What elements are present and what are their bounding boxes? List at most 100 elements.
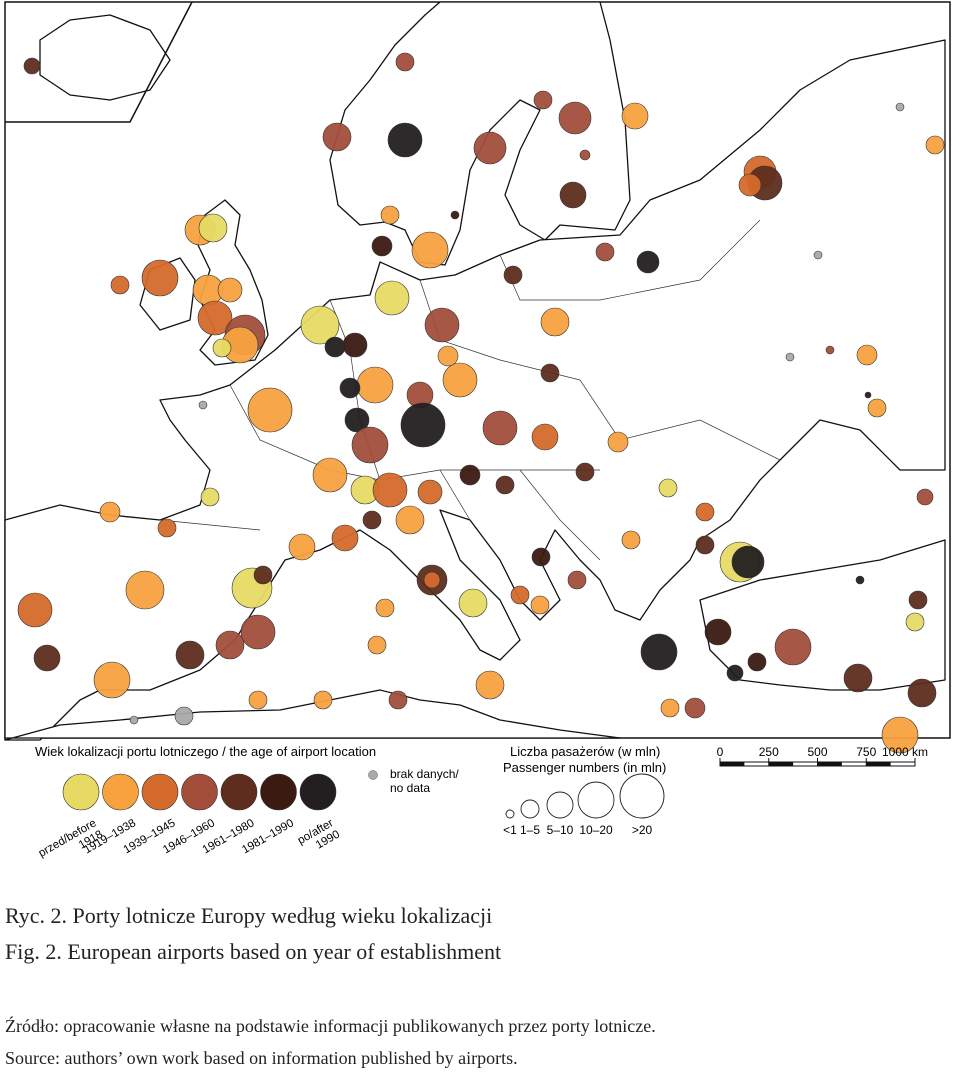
- airport: [856, 344, 878, 366]
- airport: [442, 362, 478, 398]
- legend-age-title: Wiek lokalizacji portu lotniczego / the …: [35, 744, 376, 759]
- airport: [17, 592, 53, 628]
- airport: [387, 122, 423, 158]
- passenger-symbol: [577, 781, 615, 819]
- airports: [17, 52, 945, 754]
- airport: [371, 235, 393, 257]
- iceland: [39, 14, 171, 101]
- airport: [157, 518, 177, 538]
- airport: [738, 173, 762, 197]
- airport: [322, 122, 352, 152]
- map: [4, 1, 951, 754]
- airport: [356, 366, 394, 404]
- airport: [395, 52, 415, 72]
- airport: [253, 565, 273, 585]
- airport: [288, 533, 316, 561]
- passenger-label: 1–5: [520, 823, 540, 837]
- airport: [905, 612, 925, 632]
- airport: [864, 391, 872, 399]
- airport: [23, 57, 41, 75]
- airport: [482, 410, 518, 446]
- passenger-label: 5–10: [547, 823, 574, 837]
- airport: [93, 661, 131, 699]
- airport: [324, 336, 346, 358]
- airport: [558, 101, 592, 135]
- inset-border: [5, 1, 193, 123]
- scale-label: 750: [856, 745, 876, 759]
- airport: [110, 275, 130, 295]
- airport: [375, 598, 395, 618]
- airport: [141, 259, 179, 297]
- caption: Fig. 2. European airports based on year …: [5, 939, 501, 964]
- age-symbol: [141, 773, 179, 811]
- scale-bar-segment: [817, 762, 842, 766]
- airport: [450, 210, 460, 220]
- airport: [531, 547, 551, 567]
- airport: [458, 588, 488, 618]
- airport: [907, 678, 937, 708]
- airport: [867, 398, 887, 418]
- airport: [895, 102, 905, 112]
- airport: [813, 250, 823, 260]
- airport: [881, 716, 919, 754]
- airport: [33, 644, 61, 672]
- airport: [99, 501, 121, 523]
- no-data-line: brak danych/: [390, 767, 459, 781]
- airport: [579, 149, 591, 161]
- source: Źródło: opracowanie własne na podstawie …: [5, 1015, 656, 1036]
- airport: [331, 524, 359, 552]
- airport: [695, 502, 715, 522]
- legend-passengers-title: Passenger numbers (in mln): [503, 760, 666, 775]
- airport: [621, 530, 641, 550]
- scale-label: 500: [807, 745, 827, 759]
- scale-bar: 0 250 500 750 1000 km: [717, 745, 928, 767]
- caption: Ryc. 2. Porty lotnicze Europy według wie…: [5, 903, 492, 928]
- airport: [473, 131, 507, 165]
- airport: [704, 618, 732, 646]
- airport: [595, 242, 615, 262]
- airport: [503, 265, 523, 285]
- airport: [313, 690, 333, 710]
- source: Source: authors’ own work based on infor…: [5, 1048, 518, 1068]
- airport: [925, 135, 945, 155]
- airport: [731, 545, 765, 579]
- airport: [437, 345, 459, 367]
- airport: [362, 510, 382, 530]
- airport: [908, 590, 928, 610]
- airport: [621, 102, 649, 130]
- airport: [660, 698, 680, 718]
- legend-passengers: Liczba pasażerów (w mln) Passenger numbe…: [503, 744, 666, 837]
- airport: [417, 479, 443, 505]
- age-symbol: [102, 773, 139, 811]
- airport: [531, 423, 559, 451]
- age-symbol: [220, 773, 258, 811]
- airport: [475, 670, 505, 700]
- airport: [351, 426, 389, 464]
- scale-label: 0: [717, 745, 724, 759]
- age-symbol: [181, 773, 218, 811]
- age-symbol: [62, 773, 100, 811]
- airport: [217, 277, 243, 303]
- airport: [530, 595, 550, 615]
- airport: [312, 457, 348, 493]
- airport: [175, 640, 205, 670]
- scale-label: 1000 km: [882, 745, 928, 759]
- scale-label: 250: [759, 745, 779, 759]
- airport: [129, 715, 139, 725]
- age-label: po/after1990: [296, 817, 342, 858]
- no-data-line: no data: [390, 781, 430, 795]
- airport: [510, 585, 530, 605]
- airport: [540, 307, 570, 337]
- airport: [575, 462, 595, 482]
- airport: [423, 571, 441, 589]
- airport: [825, 345, 835, 355]
- airport: [785, 352, 795, 362]
- scale-bar-segment: [720, 762, 745, 766]
- legend-passengers-title: Liczba pasażerów (w mln): [510, 744, 660, 759]
- age-symbol: [260, 773, 297, 811]
- airport: [695, 535, 715, 555]
- airport: [400, 402, 446, 448]
- airport: [559, 181, 587, 209]
- airport: [424, 307, 460, 343]
